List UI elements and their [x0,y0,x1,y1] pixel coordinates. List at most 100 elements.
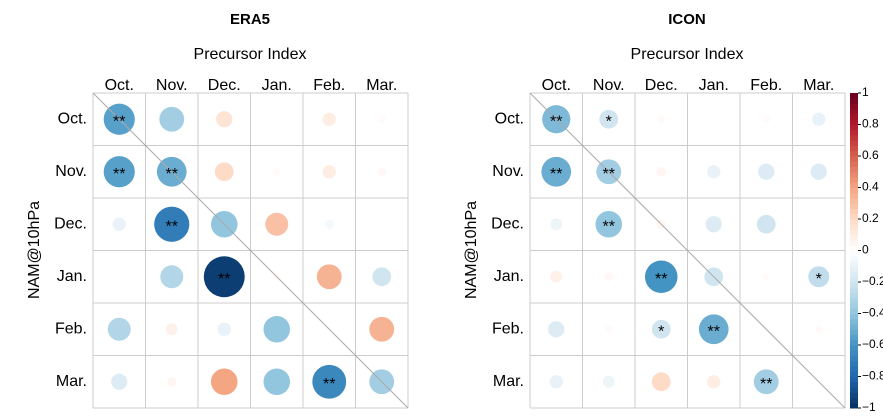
colorbar-segment [850,371,858,377]
colorbar-segment [850,261,858,267]
correlation-circle [273,168,281,176]
x-axis-label: Precursor Index [194,46,307,63]
x-tick-label: Oct. [105,77,134,94]
colorbar-segment [850,392,858,398]
correlation-circle [808,266,830,288]
colorbar-segment [850,119,858,125]
correlation-circle [263,315,291,343]
correlation-circle [210,368,238,396]
panel-title: ICON [668,11,706,28]
correlation-circle [548,321,565,338]
colorbar-tick-label: 0.8 [862,117,879,131]
x-tick-label: Jan. [699,77,729,94]
correlation-circle [265,212,289,236]
y-tick-label: Feb. [492,320,524,337]
correlation-circle [707,375,721,389]
significance-label: ** [113,166,125,183]
correlation-circle [322,112,336,126]
correlation-circle [316,264,342,290]
colorbar-segment [850,166,858,173]
y-tick-label: Jan. [57,268,87,285]
colorbar-segment [850,345,858,351]
colorbar-segment [850,339,858,346]
correlation-circle [644,260,678,294]
panel-title: ERA5 [230,11,270,28]
x-axis-label: Precursor Index [631,46,744,63]
correlation-circle [322,165,336,179]
correlation-circle [604,272,613,281]
correlation-circle [762,273,770,281]
colorbar-segment [850,224,858,230]
correlation-circle [154,206,190,242]
colorbar-segment [850,355,858,362]
correlation-circle [203,256,245,298]
y-axis-label: NAM@10hPa [26,201,43,299]
x-tick-label: Nov. [593,77,625,94]
colorbar-segment [850,93,858,99]
y-tick-label: Nov. [492,163,524,180]
correlation-circle [651,319,671,339]
significance-label: ** [550,166,562,183]
diagonal [92,92,409,409]
y-axis-label: NAM@10hPa [463,201,480,299]
correlation-circle [111,373,128,390]
significance-label: ** [603,218,615,235]
colorbar-segment [850,145,858,152]
colorbar-segment [850,234,858,241]
correlation-circle [217,322,231,336]
y-tick-label: Oct. [495,110,524,127]
colorbar-segment [850,387,858,393]
colorbar-segment [850,334,858,341]
colorbar-segment [850,208,858,215]
correlation-circle [810,163,827,180]
colorbar-segment [850,245,858,251]
significance-label: ** [218,271,230,288]
significance-label: ** [655,271,667,288]
significance-label: * [606,113,612,130]
colorbar-segment [850,135,858,141]
colorbar-tick-label: −0.6 [862,337,883,351]
colorbar-tick-label: 1 [862,85,869,99]
colorbar-segment [850,124,858,131]
diagonal [529,92,846,409]
colorbar-segment [850,303,858,309]
x-tick-label: Feb. [313,77,345,94]
correlation-circle [656,167,666,177]
colorbar-segment [850,177,858,183]
significance-label: ** [760,376,772,393]
colorbar-segment [850,313,858,320]
correlation-circle [756,214,776,234]
y-tick-label: Feb. [55,320,87,337]
correlation-circle [165,323,178,336]
colorbar-segment [850,156,858,162]
y-tick-label: Nov. [55,163,87,180]
colorbar-segment [850,255,858,262]
y-tick-label: Dec. [491,215,524,232]
colorbar-segment [850,250,858,257]
colorbar-segment [850,203,858,209]
colorbar-segment [850,308,858,314]
correlation-circle [378,115,386,123]
correlation-circle [159,106,185,132]
colorbar-segment [850,229,858,236]
significance-label: ** [550,113,562,130]
colorbar-segment [850,219,858,225]
colorbar-tick-label: −0.4 [862,306,883,320]
correlation-circle [753,369,779,395]
colorbar-segment [850,287,858,293]
colorbar-segment [850,161,858,167]
colorbar-segment [850,271,858,278]
colorbar-segment [850,360,858,367]
y-tick-label: Jan. [494,268,524,285]
colorbar-segment [850,98,858,104]
colorbar-segment [850,324,858,330]
y-tick-label: Dec. [54,215,87,232]
x-tick-label: Mar. [803,77,834,94]
colorbar-tick-label: −0.8 [862,369,883,383]
correlation-circle [815,325,823,333]
colorbar-segment [850,350,858,356]
correlation-circle [550,218,563,231]
colorbar-segment [850,192,858,199]
correlation-circle [167,377,177,387]
correlation-circle [599,109,619,129]
